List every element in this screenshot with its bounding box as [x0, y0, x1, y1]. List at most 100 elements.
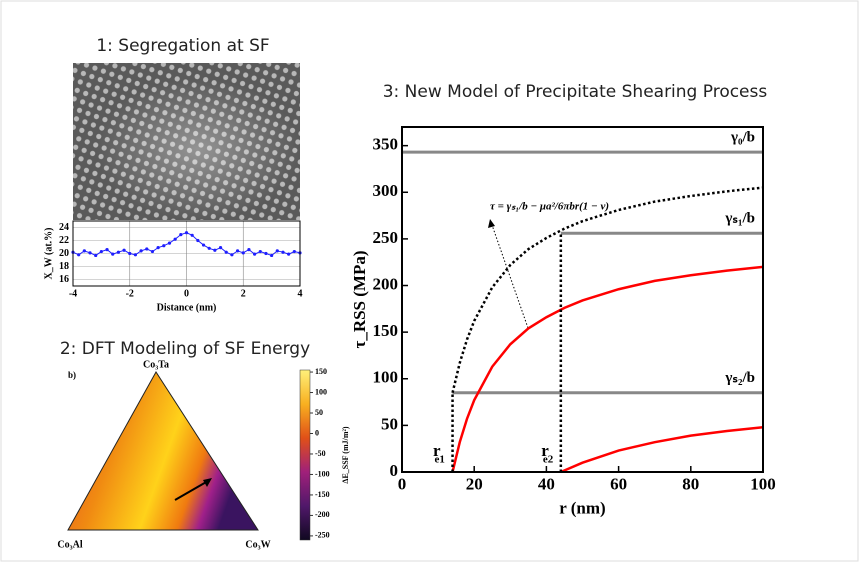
data-point [218, 246, 223, 250]
y-tick-label: 100 [373, 368, 399, 387]
colorbar-tick-label: 50 [315, 408, 323, 417]
data-point [241, 251, 245, 255]
y-axis-label: X_W (at.%) [43, 227, 54, 279]
y-tick-label: 300 [373, 181, 399, 200]
vertex-label: Co₃W [245, 539, 270, 550]
panel-tag: b) [68, 370, 76, 380]
colorbar-tick-label: 150 [315, 367, 327, 376]
y-tick-label: 16 [59, 274, 69, 285]
data-point [179, 233, 183, 237]
y-axis-label: τ_RSS (MPa) [350, 250, 369, 348]
data-point [270, 253, 274, 258]
data-point [173, 237, 177, 241]
data-point [253, 252, 257, 256]
series-line [451, 186, 764, 394]
x-tick-label: 20 [466, 475, 483, 494]
y-tick-label: 24 [59, 222, 69, 233]
data-point [275, 249, 279, 253]
data-point [82, 249, 86, 253]
data-point [201, 243, 206, 247]
y-tick-label: 50 [381, 414, 398, 433]
x-axis-label: r (nm) [559, 498, 605, 517]
annotation: r [433, 441, 441, 460]
series-line [560, 425, 764, 474]
data-point [287, 252, 291, 256]
data-point [167, 241, 172, 245]
formula: τ = γₛ₁/b − μa²/6πbr(1 − ν) [490, 201, 609, 213]
panel-title: 3: New Model of Precipitate Shearing Pro… [383, 82, 768, 102]
colorbar-tick-label: 0 [315, 428, 319, 437]
panel-title: 2: DFT Modeling of SF Energy [60, 339, 310, 359]
data-point [281, 250, 285, 254]
data-point [133, 253, 138, 257]
tem-glow [73, 63, 300, 220]
y-tick-label: 150 [373, 321, 399, 340]
vertex-label: Co₃Ta [143, 359, 169, 370]
y-tick-label: 0 [390, 461, 399, 480]
y-tick-label: 250 [373, 228, 399, 247]
plot-frame [401, 126, 764, 473]
data-point [247, 248, 251, 252]
threshold-label: γₛ₂/b [724, 370, 755, 386]
data-point [207, 246, 211, 250]
plot-frame [72, 220, 301, 287]
x-tick-label: 80 [682, 475, 699, 494]
threshold-label: γ₀/b [730, 130, 755, 146]
data-point [224, 250, 228, 254]
vertex-label: Co₃Al [57, 539, 82, 550]
panel-title: 1: Segregation at SF [96, 36, 269, 56]
pointer-head [488, 219, 495, 228]
data-point [116, 250, 120, 254]
data-point [230, 253, 234, 257]
x-tick-label: -2 [126, 288, 134, 299]
annotation-sub: e2 [543, 454, 554, 466]
data-point [190, 233, 194, 237]
data-point [105, 248, 109, 252]
y-tick-label: 20 [59, 248, 69, 259]
y-tick-label: 18 [59, 261, 69, 272]
x-axis-label: Distance (nm) [157, 302, 217, 313]
data-point [264, 251, 268, 256]
data-point [258, 249, 262, 254]
y-tick-label: 350 [373, 135, 399, 154]
data-point [94, 253, 98, 258]
data-point [139, 249, 143, 253]
ternary-map [67, 371, 259, 531]
annotation-sub: e1 [435, 454, 445, 466]
data-point [292, 249, 296, 254]
data-point [184, 231, 189, 235]
x-tick-label: 0 [184, 288, 189, 299]
data-point [77, 253, 81, 257]
x-tick-label: -4 [69, 288, 77, 299]
colorbar-label: ΔE_SSF (mJ/m²) [341, 426, 350, 483]
y-tick-label: 200 [373, 274, 399, 293]
data-point [128, 251, 132, 256]
data-point [235, 249, 240, 253]
colorbar [299, 369, 311, 541]
colorbar-tick-label: -100 [315, 469, 330, 478]
data-point [145, 247, 149, 251]
data-point [88, 251, 92, 255]
data-point [99, 249, 103, 254]
x-tick-label: 0 [398, 475, 407, 494]
colorbar-tick-label: 100 [315, 387, 327, 396]
x-tick-label: 40 [538, 475, 555, 494]
series-line [451, 265, 764, 473]
arrow-head [203, 478, 212, 487]
data-point [111, 252, 115, 256]
colorbar-tick-label: -200 [315, 510, 330, 519]
data-point [213, 248, 217, 252]
data-point [156, 246, 160, 250]
threshold-label: γₛ₁/b [724, 211, 755, 227]
x-tick-label: 4 [298, 288, 303, 299]
data-point [122, 248, 126, 252]
annotation: r [541, 441, 549, 460]
formula-pointer [491, 224, 529, 329]
y-tick-label: 22 [59, 235, 69, 246]
colorbar-tick-label: -150 [315, 490, 330, 499]
x-tick-label: 60 [610, 475, 627, 494]
data-point [150, 249, 155, 254]
x-tick-label: 2 [241, 288, 246, 299]
